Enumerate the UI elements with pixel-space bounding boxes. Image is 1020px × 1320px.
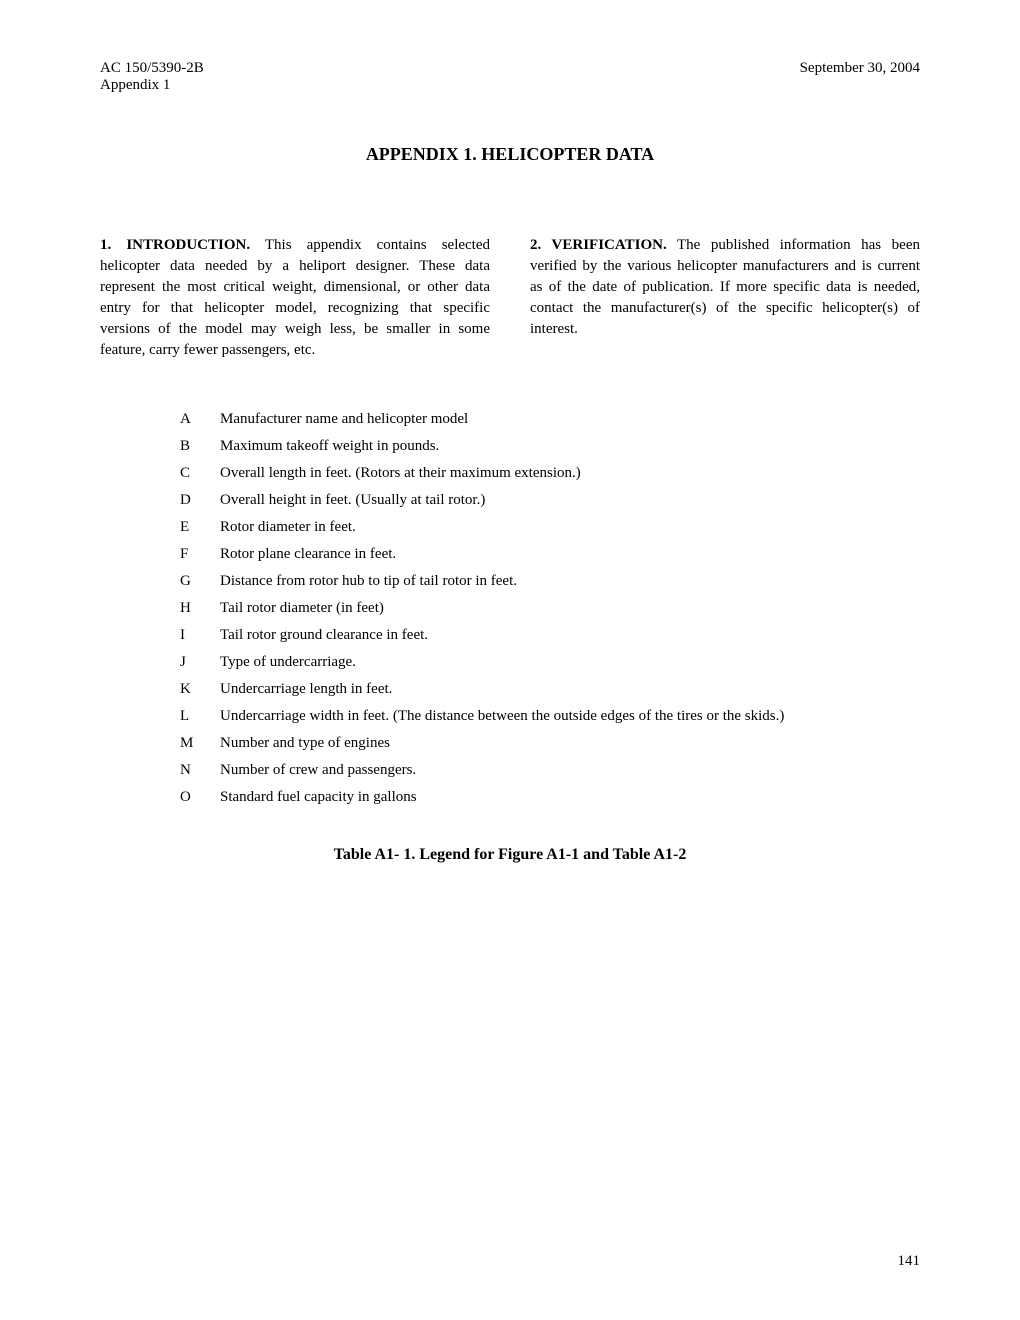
doc-number: AC 150/5390-2B bbox=[100, 60, 204, 77]
legend-desc: Manufacturer name and helicopter model bbox=[220, 411, 920, 428]
legend-row: H Tail rotor diameter (in feet) bbox=[180, 600, 920, 617]
legend-desc: Tail rotor diameter (in feet) bbox=[220, 600, 920, 617]
legend-table: A Manufacturer name and helicopter model… bbox=[180, 411, 920, 806]
legend-desc: Undercarriage length in feet. bbox=[220, 681, 920, 698]
legend-desc: Number and type of engines bbox=[220, 735, 920, 752]
verification-column: 2. VERIFICATION. The published informati… bbox=[530, 235, 920, 361]
legend-letter: E bbox=[180, 519, 220, 536]
legend-row: L Undercarriage width in feet. (The dist… bbox=[180, 708, 920, 725]
intro-heading: 1. INTRODUCTION. bbox=[100, 237, 250, 253]
header-right: September 30, 2004 bbox=[800, 60, 920, 94]
legend-desc: Undercarriage width in feet. (The distan… bbox=[220, 708, 920, 725]
intro-column: 1. INTRODUCTION. This appendix contains … bbox=[100, 235, 490, 361]
legend-row: C Overall length in feet. (Rotors at the… bbox=[180, 465, 920, 482]
legend-desc: Number of crew and passengers. bbox=[220, 762, 920, 779]
legend-letter: G bbox=[180, 573, 220, 590]
legend-row: G Distance from rotor hub to tip of tail… bbox=[180, 573, 920, 590]
body-columns: 1. INTRODUCTION. This appendix contains … bbox=[100, 235, 920, 361]
intro-body: This appendix contains selected helicopt… bbox=[100, 237, 490, 358]
legend-letter: O bbox=[180, 789, 220, 806]
legend-letter: A bbox=[180, 411, 220, 428]
legend-letter: M bbox=[180, 735, 220, 752]
page-number: 141 bbox=[898, 1253, 921, 1270]
page-header: AC 150/5390-2B Appendix 1 September 30, … bbox=[100, 60, 920, 94]
legend-row: N Number of crew and passengers. bbox=[180, 762, 920, 779]
legend-letter: C bbox=[180, 465, 220, 482]
header-date: September 30, 2004 bbox=[800, 60, 920, 77]
legend-letter: B bbox=[180, 438, 220, 455]
legend-row: K Undercarriage length in feet. bbox=[180, 681, 920, 698]
legend-row: D Overall height in feet. (Usually at ta… bbox=[180, 492, 920, 509]
legend-row: F Rotor plane clearance in feet. bbox=[180, 546, 920, 563]
header-left: AC 150/5390-2B Appendix 1 bbox=[100, 60, 204, 94]
legend-desc: Type of undercarriage. bbox=[220, 654, 920, 671]
page-title: APPENDIX 1. HELICOPTER DATA bbox=[100, 144, 920, 165]
table-caption: Table A1- 1. Legend for Figure A1-1 and … bbox=[100, 846, 920, 864]
legend-row: E Rotor diameter in feet. bbox=[180, 519, 920, 536]
legend-letter: D bbox=[180, 492, 220, 509]
legend-desc: Standard fuel capacity in gallons bbox=[220, 789, 920, 806]
legend-letter: K bbox=[180, 681, 220, 698]
legend-row: M Number and type of engines bbox=[180, 735, 920, 752]
legend-row: O Standard fuel capacity in gallons bbox=[180, 789, 920, 806]
legend-letter: N bbox=[180, 762, 220, 779]
legend-letter: I bbox=[180, 627, 220, 644]
legend-desc: Rotor diameter in feet. bbox=[220, 519, 920, 536]
legend-letter: H bbox=[180, 600, 220, 617]
legend-desc: Overall length in feet. (Rotors at their… bbox=[220, 465, 920, 482]
legend-desc: Overall height in feet. (Usually at tail… bbox=[220, 492, 920, 509]
legend-row: I Tail rotor ground clearance in feet. bbox=[180, 627, 920, 644]
verification-heading: 2. VERIFICATION. bbox=[530, 237, 667, 253]
legend-row: B Maximum takeoff weight in pounds. bbox=[180, 438, 920, 455]
legend-desc: Distance from rotor hub to tip of tail r… bbox=[220, 573, 920, 590]
legend-letter: J bbox=[180, 654, 220, 671]
legend-letter: L bbox=[180, 708, 220, 725]
legend-desc: Maximum takeoff weight in pounds. bbox=[220, 438, 920, 455]
appendix-label: Appendix 1 bbox=[100, 77, 204, 94]
legend-letter: F bbox=[180, 546, 220, 563]
legend-row: A Manufacturer name and helicopter model bbox=[180, 411, 920, 428]
legend-desc: Tail rotor ground clearance in feet. bbox=[220, 627, 920, 644]
legend-desc: Rotor plane clearance in feet. bbox=[220, 546, 920, 563]
legend-row: J Type of undercarriage. bbox=[180, 654, 920, 671]
